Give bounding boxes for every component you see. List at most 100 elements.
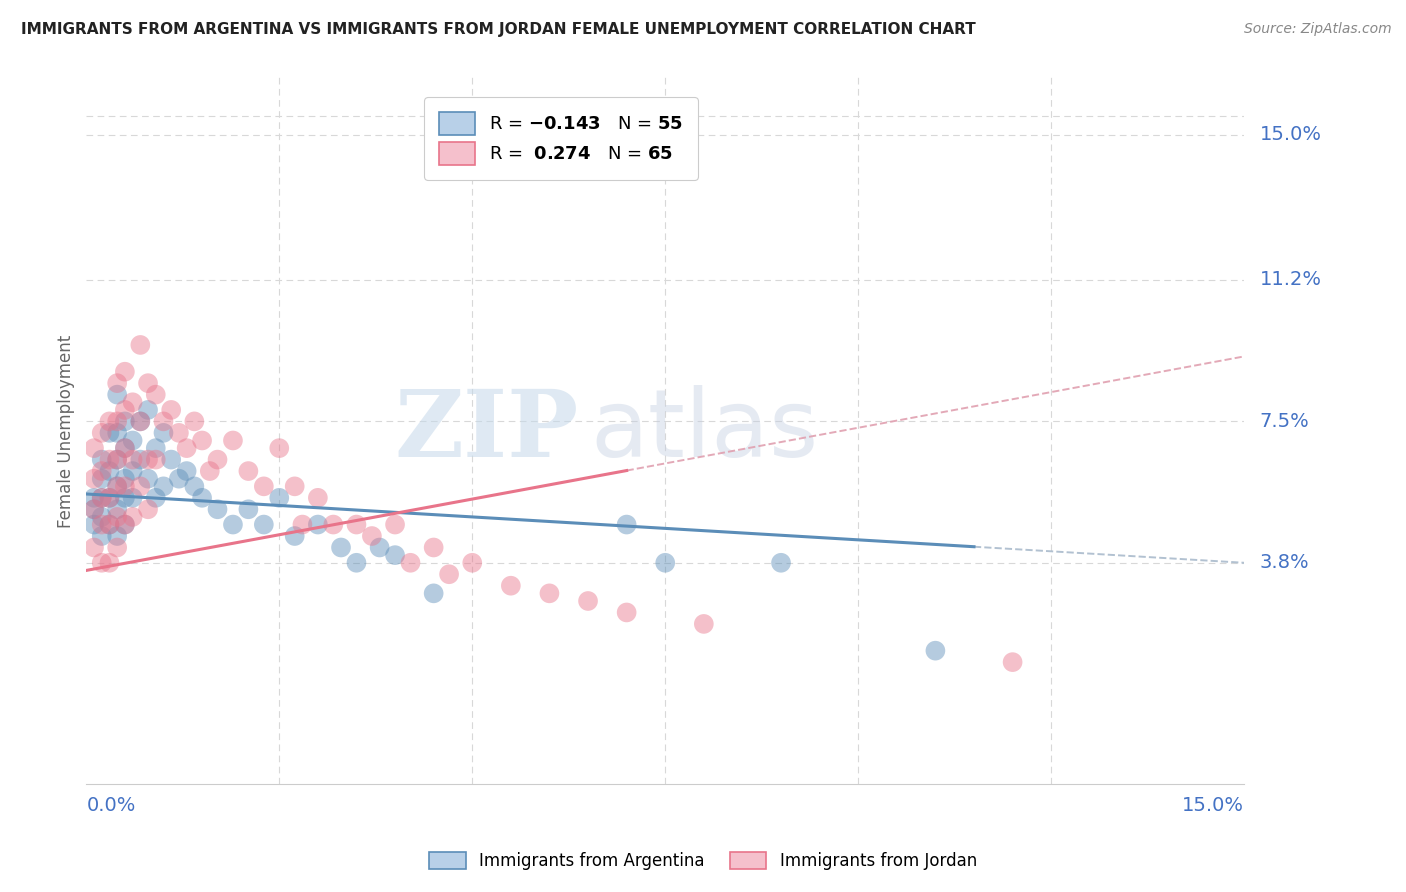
Point xyxy=(307,491,329,505)
Point xyxy=(654,556,676,570)
Legend: R = $\bf{-0.143}$   N = $\bf{55}$, R =  $\bf{0.274}$   N = $\bf{65}$: R = $\bf{-0.143}$ N = $\bf{55}$, R = $\b… xyxy=(425,97,697,179)
Point xyxy=(616,606,638,620)
Point xyxy=(368,541,391,555)
Point xyxy=(145,441,167,455)
Text: 0.0%: 0.0% xyxy=(86,796,135,815)
Point xyxy=(105,452,128,467)
Point xyxy=(98,452,121,467)
Point xyxy=(269,491,291,505)
Point xyxy=(90,517,112,532)
Point xyxy=(576,594,599,608)
Point xyxy=(269,441,291,455)
Point xyxy=(83,502,105,516)
Point xyxy=(121,452,143,467)
Point xyxy=(121,491,143,505)
Point xyxy=(129,479,152,493)
Point xyxy=(83,517,105,532)
Point xyxy=(384,548,406,562)
Text: 11.2%: 11.2% xyxy=(1260,270,1322,290)
Point xyxy=(136,376,159,391)
Legend: Immigrants from Argentina, Immigrants from Jordan: Immigrants from Argentina, Immigrants fr… xyxy=(422,845,984,877)
Y-axis label: Female Unemployment: Female Unemployment xyxy=(58,334,75,527)
Point xyxy=(322,517,344,532)
Point xyxy=(176,464,198,478)
Point xyxy=(253,517,276,532)
Point xyxy=(1001,655,1024,669)
Point xyxy=(105,479,128,493)
Text: 7.5%: 7.5% xyxy=(1260,412,1309,431)
Point xyxy=(145,387,167,401)
Point xyxy=(98,517,121,532)
Point xyxy=(152,479,174,493)
Point xyxy=(160,403,183,417)
Point xyxy=(105,425,128,440)
Point xyxy=(98,414,121,428)
Point xyxy=(769,556,792,570)
Point xyxy=(98,491,121,505)
Point xyxy=(330,541,353,555)
Point xyxy=(121,464,143,478)
Point xyxy=(207,502,229,516)
Point xyxy=(284,529,307,543)
Point xyxy=(90,425,112,440)
Point xyxy=(129,414,152,428)
Point xyxy=(437,567,460,582)
Point xyxy=(346,517,368,532)
Point xyxy=(105,510,128,524)
Point xyxy=(238,464,260,478)
Point xyxy=(924,643,946,657)
Point xyxy=(307,517,329,532)
Point xyxy=(98,425,121,440)
Point xyxy=(183,414,205,428)
Point xyxy=(129,414,152,428)
Point xyxy=(129,452,152,467)
Point xyxy=(105,387,128,401)
Text: IMMIGRANTS FROM ARGENTINA VS IMMIGRANTS FROM JORDAN FEMALE UNEMPLOYMENT CORRELAT: IMMIGRANTS FROM ARGENTINA VS IMMIGRANTS … xyxy=(21,22,976,37)
Point xyxy=(98,464,121,478)
Point xyxy=(191,434,214,448)
Point xyxy=(114,491,136,505)
Point xyxy=(136,472,159,486)
Point xyxy=(253,479,276,493)
Point xyxy=(152,425,174,440)
Point xyxy=(105,452,128,467)
Point xyxy=(90,472,112,486)
Point xyxy=(105,376,128,391)
Point xyxy=(145,452,167,467)
Point xyxy=(114,441,136,455)
Text: atlas: atlas xyxy=(591,385,818,477)
Point xyxy=(222,517,245,532)
Point xyxy=(145,491,167,505)
Point xyxy=(114,441,136,455)
Point xyxy=(105,529,128,543)
Text: 15.0%: 15.0% xyxy=(1182,796,1244,815)
Point xyxy=(207,452,229,467)
Point xyxy=(121,510,143,524)
Point xyxy=(90,464,112,478)
Point xyxy=(499,579,522,593)
Point xyxy=(291,517,314,532)
Point xyxy=(176,441,198,455)
Point xyxy=(105,479,128,493)
Point xyxy=(399,556,422,570)
Point xyxy=(384,517,406,532)
Point xyxy=(538,586,561,600)
Point xyxy=(83,441,105,455)
Point xyxy=(222,434,245,448)
Point xyxy=(105,502,128,516)
Point xyxy=(114,414,136,428)
Text: 3.8%: 3.8% xyxy=(1260,553,1309,573)
Text: Source: ZipAtlas.com: Source: ZipAtlas.com xyxy=(1244,22,1392,37)
Point xyxy=(98,491,121,505)
Point xyxy=(183,479,205,493)
Point xyxy=(422,541,444,555)
Point xyxy=(693,616,716,631)
Point xyxy=(121,395,143,409)
Point xyxy=(83,502,105,516)
Point xyxy=(160,452,183,467)
Point xyxy=(167,472,190,486)
Point xyxy=(83,541,105,555)
Point xyxy=(98,517,121,532)
Point xyxy=(461,556,484,570)
Point xyxy=(121,434,143,448)
